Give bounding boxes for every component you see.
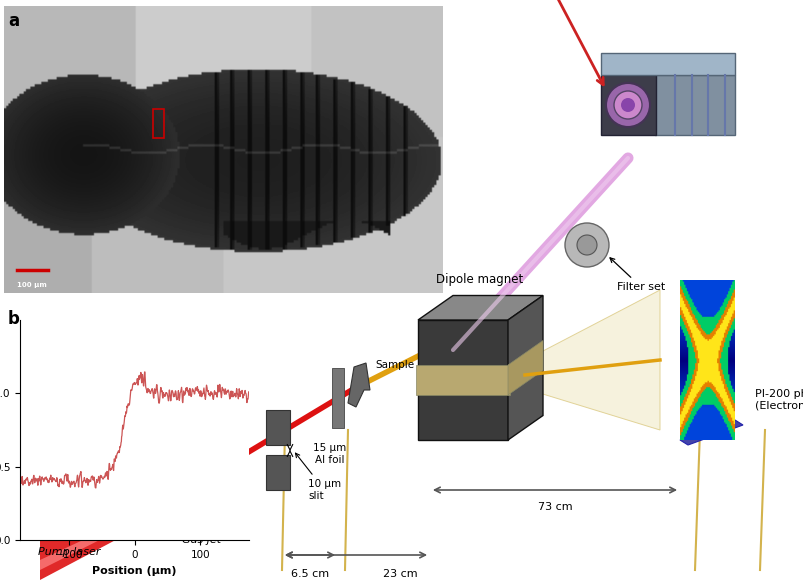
Bar [266,410,290,445]
X-axis label: Position (μm): Position (μm) [92,566,177,576]
Circle shape [620,98,634,112]
Bar [654,75,734,135]
Bar [153,109,164,138]
Text: Dipole magnet: Dipole magnet [436,272,523,285]
Polygon shape [40,488,195,570]
Bar [332,368,344,428]
Text: Filter set: Filter set [609,258,664,292]
Bar [601,75,655,135]
Text: a: a [8,12,19,30]
Text: 100 μm: 100 μm [17,282,47,288]
Text: 10 μm
slit: 10 μm slit [296,453,340,501]
Polygon shape [507,340,542,395]
Polygon shape [601,53,734,75]
Circle shape [613,91,642,119]
Bar [415,365,509,395]
Polygon shape [40,482,195,580]
Polygon shape [520,290,659,430]
Circle shape [605,83,649,127]
Text: Sample: Sample [374,360,414,370]
Circle shape [577,235,597,255]
Polygon shape [348,363,369,407]
Text: Pump laser: Pump laser [38,547,100,557]
Circle shape [565,223,608,267]
Polygon shape [507,296,542,440]
Text: 23 cm: 23 cm [382,569,417,579]
Bar [266,455,290,490]
Polygon shape [418,296,542,320]
Circle shape [185,476,209,500]
Text: 73 cm: 73 cm [537,502,572,512]
Polygon shape [679,420,742,445]
Text: Gas jet: Gas jet [182,535,222,545]
Text: 6.5 cm: 6.5 cm [291,569,328,579]
Text: b: b [8,310,20,328]
Bar [185,493,209,523]
Text: 15 μm
Al foil: 15 μm Al foil [313,443,346,465]
Text: X-ray CCD camera covered
by a 15 μm Al foil: X-ray CCD camera covered by a 15 μm Al f… [458,0,602,85]
Text: PI-200 phosphor screen
(Electron spectrum): PI-200 phosphor screen (Electron spectru… [754,389,803,411]
Bar [418,320,507,440]
